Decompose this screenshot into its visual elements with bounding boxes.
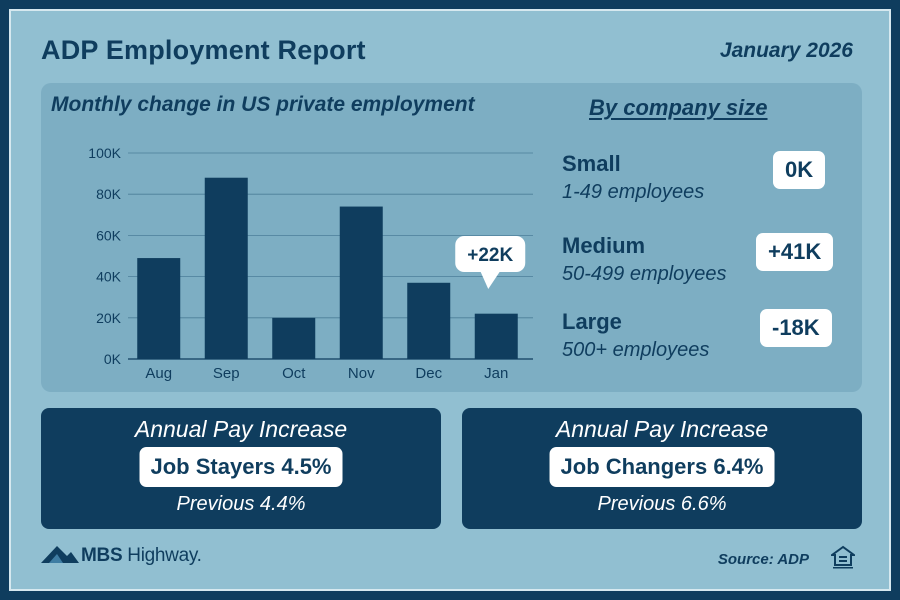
size-change-badge: +41K bbox=[756, 233, 834, 271]
bar-oct bbox=[272, 317, 316, 359]
callout-pointer bbox=[480, 271, 501, 289]
size-name: Medium bbox=[562, 233, 646, 258]
pay-previous: Previous 4.4% bbox=[176, 493, 306, 515]
bar-dec bbox=[407, 282, 451, 359]
size-change-badge: 0K bbox=[773, 151, 826, 189]
y-tick-label: 20K bbox=[96, 310, 122, 326]
x-tick-label: Dec bbox=[415, 365, 442, 382]
report-card: ADP Employment Report January 2026 0K 20K… bbox=[9, 9, 891, 591]
y-tick-label: 80K bbox=[96, 186, 122, 202]
brand-logo: MBS Highway. bbox=[41, 543, 202, 569]
callout-label: +22K bbox=[467, 245, 513, 266]
bar-aug bbox=[137, 258, 181, 359]
source-label: Source: ADP bbox=[717, 551, 809, 568]
bar-sep bbox=[204, 177, 248, 359]
x-tick-label: Sep bbox=[213, 365, 240, 382]
chart-title: Monthly change in US private employment bbox=[51, 93, 475, 116]
y-tick-label: 100K bbox=[88, 145, 121, 161]
pay-heading: Annual Pay Increase bbox=[134, 416, 348, 442]
y-tick-label: 60K bbox=[96, 227, 122, 243]
company-size-title: By company size bbox=[589, 95, 768, 120]
x-tick-label: Nov bbox=[348, 365, 375, 382]
bar-nov bbox=[339, 206, 383, 359]
bar-jan bbox=[474, 313, 518, 359]
x-tick-label: Jan bbox=[484, 365, 508, 382]
brand-name-bold: MBS bbox=[81, 545, 123, 566]
pay-card-stayers: Annual Pay Increase Job Stayers 4.5% Pre… bbox=[41, 408, 441, 529]
size-change-badge: -18K bbox=[760, 309, 832, 347]
callout-bubble bbox=[455, 236, 526, 272]
y-tick-label: 0K bbox=[104, 351, 122, 367]
page-title: ADP Employment Report bbox=[41, 35, 366, 65]
size-row-medium: Medium 50-499 employees +41K bbox=[562, 233, 852, 293]
size-name: Large bbox=[562, 309, 622, 334]
size-range: 500+ employees bbox=[562, 339, 710, 361]
report-date: January 2026 bbox=[719, 39, 853, 62]
size-row-large: Large 500+ employees -18K bbox=[562, 309, 852, 369]
employment-bar-chart: 0K 20K 40K 60K 80K 100K Aug Sep Oct Nov Dec Jan +22K bbox=[88, 145, 533, 382]
equal-housing-opportunity-icon bbox=[831, 545, 855, 569]
chart-panel: 0K 20K 40K 60K 80K 100K Aug Sep Oct Nov Dec Jan +22K… bbox=[41, 83, 862, 392]
size-row-small: Small 1-49 employees 0K bbox=[562, 151, 852, 211]
size-name: Small bbox=[562, 151, 621, 176]
brand-name-rest: Highway. bbox=[122, 545, 202, 566]
pay-heading: Annual Pay Increase bbox=[555, 416, 769, 442]
pay-value-pill: Job Changers 6.4% bbox=[549, 447, 775, 487]
brand-name: MBS Highway. bbox=[81, 545, 202, 567]
pay-value-pill: Job Stayers 4.5% bbox=[139, 447, 343, 487]
x-tick-label: Oct bbox=[282, 365, 306, 382]
size-range: 50-499 employees bbox=[562, 263, 727, 285]
x-tick-label: Aug bbox=[145, 365, 172, 382]
y-tick-label: 40K bbox=[96, 269, 122, 285]
pay-card-changers: Annual Pay Increase Job Changers 6.4% Pr… bbox=[462, 408, 862, 529]
pay-previous: Previous 6.6% bbox=[597, 493, 727, 515]
mountain-logo-icon bbox=[41, 546, 79, 563]
size-range: 1-49 employees bbox=[562, 181, 705, 203]
